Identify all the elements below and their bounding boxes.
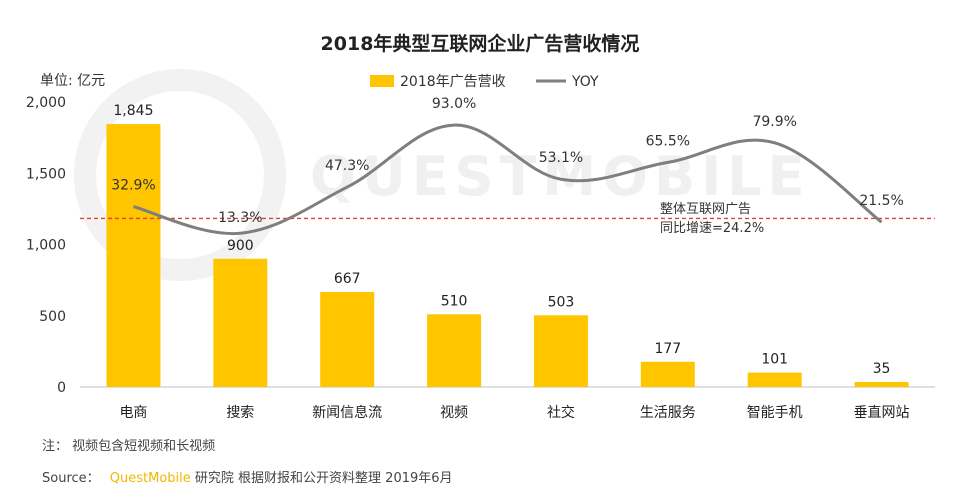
y-tick-label: 1,500 [26,166,66,182]
yoy-value-label: 32.9% [111,178,155,194]
bar [640,361,695,387]
category-label: 电商 [119,405,147,421]
yoy-value-label: 21.5% [859,193,903,209]
unit-label: 单位: 亿元 [40,73,105,89]
footnote: 注： 视频包含短视频和长视频 [42,438,215,454]
bar-value-label: 177 [654,341,681,357]
bars [106,124,909,388]
chart-title: 2018年典型互联网企业广告营收情况 [321,32,640,55]
y-axis: 0 500 1,000 1,500 2,000 [26,95,66,396]
bar-value-label: 667 [334,271,361,287]
yoy-value-label: 93.0% [432,96,476,112]
bar [854,382,909,387]
y-tick-label: 1,000 [26,238,66,254]
category-label: 垂直网站 [854,404,910,421]
bar [747,372,802,387]
bar-labels: 1,845 900 667 510 503 177 101 35 [113,103,890,377]
yoy-value-label: 47.3% [325,158,369,174]
y-tick-label: 0 [57,380,66,396]
y-tick-label: 500 [39,309,66,325]
yoy-value-label: 13.3% [218,210,262,226]
source-prefix: Source： [42,471,100,486]
bar-value-label: 900 [227,238,254,254]
category-labels: 电商 搜索 新闻信息流 视频 社交 生活服务 智能手机 垂直网站 [119,404,909,421]
category-label: 新闻信息流 [312,404,382,421]
yoy-line [133,123,883,236]
y-tick-label: 2,000 [26,95,66,111]
source-brand: QuestMobile [110,471,191,486]
watermark: QUESTMOBILE [74,69,805,281]
source-rest: 研究院 根据财报和公开资料整理 2019年6月 [195,471,453,486]
bar-value-label: 1,845 [113,103,153,119]
reference-label-line1: 整体互联网广告 [660,202,751,217]
bar-value-label: 503 [548,294,575,310]
category-label: 搜索 [226,404,254,421]
source-line: Source： QuestMobile 研究院 根据财报和公开资料整理 2019… [42,471,453,486]
bar-value-label: 101 [761,352,788,368]
yoy-value-label: 65.5% [646,133,690,149]
bar [427,314,482,387]
bar-value-label: 510 [441,293,468,309]
bar [533,315,588,387]
bar [320,291,375,387]
legend-label-yoy: YOY [571,74,599,90]
category-label: 视频 [440,405,468,421]
yoy-value-label: 53.1% [539,150,583,166]
reference-label-line2: 同比增速=24.2% [660,221,764,236]
category-label: 智能手机 [747,405,803,421]
yoy-value-label: 79.9% [752,114,796,130]
legend-swatch-revenue [370,75,394,87]
category-label: 社交 [547,404,575,421]
bar [106,124,161,388]
bar [213,258,268,387]
yoy-labels: 32.9% 13.3% 47.3% 93.0% 53.1% 65.5% 79.9% 21.5% [111,96,904,226]
bar-value-label: 35 [873,361,891,377]
legend-label-revenue: 2018年广告营收 [400,74,506,90]
category-label: 生活服务 [640,405,696,421]
legend: 2018年广告营收 YOY [370,74,599,90]
